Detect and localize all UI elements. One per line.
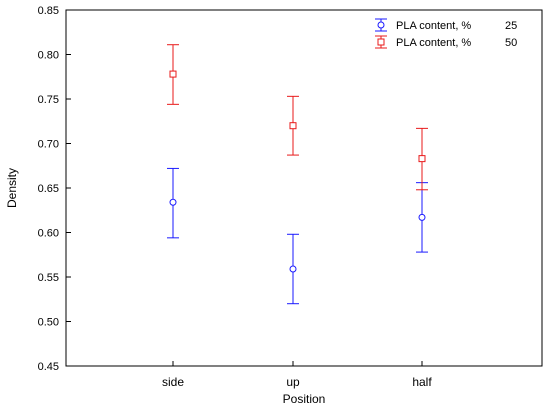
legend: PLA content, % 25 PLA content, % 50 (375, 18, 517, 49)
x-axis-label: Position (283, 392, 326, 406)
data-point-square (418, 155, 426, 163)
y-tick-label: 0.50 (38, 317, 59, 329)
y-tick-label: 0.60 (38, 228, 59, 240)
legend-series-level: 50 (505, 37, 517, 49)
y-tick-label: 0.45 (38, 361, 59, 373)
y-tick-label: 0.65 (38, 183, 59, 195)
legend-series-name: PLA content, % (396, 20, 471, 32)
data-point-circle (418, 213, 426, 221)
legend-series-name: PLA content, % (396, 37, 471, 49)
y-axis-ticks: 0.45 0.50 0.55 0.60 0.65 0.70 0.75 0.80 0.85 (38, 5, 71, 373)
legend-series-level: 25 (505, 20, 517, 32)
legend-marker-square (377, 38, 385, 46)
data-point-square (169, 70, 177, 78)
y-tick-label: 0.80 (38, 50, 59, 62)
plot-frame (65, 9, 543, 367)
x-tick-label: up (286, 375, 300, 389)
y-tick-label: 0.75 (38, 94, 59, 106)
x-tick-label: side (162, 375, 184, 389)
y-tick-label: 0.70 (38, 139, 59, 151)
data-point-square (289, 122, 297, 130)
x-axis-ticks: side up half (162, 361, 432, 389)
y-tick-label: 0.85 (38, 5, 59, 17)
legend-marker-circle (377, 21, 385, 29)
data-marks (167, 44, 428, 305)
y-axis-label: Density (5, 168, 19, 208)
data-point-circle (169, 198, 177, 206)
y-tick-label: 0.55 (38, 272, 59, 284)
data-point-circle (289, 265, 297, 273)
x-tick-label: half (412, 375, 432, 389)
